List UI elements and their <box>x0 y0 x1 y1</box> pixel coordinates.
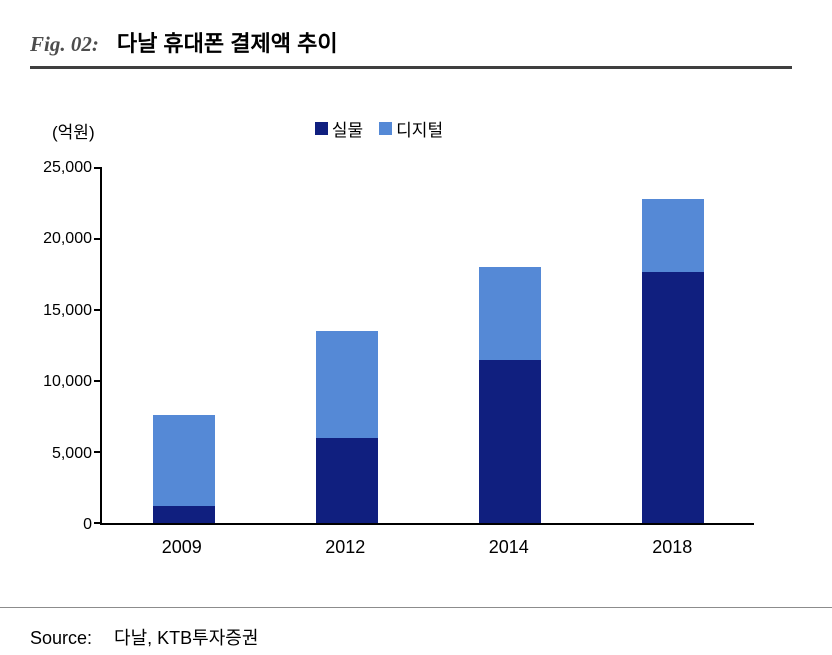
header-divider <box>30 66 792 69</box>
bar-2018 <box>591 168 754 523</box>
y-tick-label: 0 <box>83 516 92 533</box>
x-tick-label: 2012 <box>325 537 366 557</box>
y-tick-mark <box>94 380 102 382</box>
legend-swatch-icon <box>379 122 393 135</box>
bar-segment-실물-2012 <box>315 437 378 523</box>
legend-item-디지털: 디지털 <box>379 116 443 141</box>
y-tick-mark <box>94 309 102 311</box>
y-tick-label: 15,000 <box>43 301 92 319</box>
chart-legend: 실물 디지털 <box>52 116 706 141</box>
y-axis-unit-label: (억원) <box>52 123 95 142</box>
x-tick-label: 2014 <box>488 537 529 557</box>
y-tick-label: 10,000 <box>43 373 92 391</box>
bar-segment-디지털-2012 <box>315 331 378 438</box>
source-text: 다날, KTB투자증권 <box>114 628 259 648</box>
figure-number: Fig. 02: <box>30 32 99 56</box>
bar-segment-디지털-2014 <box>478 267 541 360</box>
y-tick-mark <box>94 167 102 169</box>
y-axis-labels: 0 5,000 10,000 15,000 20,000 25,000 <box>16 160 92 533</box>
y-tick-label: 25,000 <box>43 159 92 176</box>
plot-area <box>94 167 754 525</box>
x-tick-label: 2018 <box>652 537 693 557</box>
y-tick-label: 5,000 <box>51 444 92 462</box>
x-axis-labels: 2009 2012 2014 2018 <box>100 537 754 563</box>
bar-segment-실물-2018 <box>641 271 704 523</box>
bar-segment-디지털-2009 <box>152 415 215 506</box>
bar-segment-실물-2014 <box>478 359 541 523</box>
source-line: Source: 다날, KTB투자증권 <box>30 624 258 650</box>
figure-header: Fig. 02: 다날 휴대폰 결제액 추이 <box>30 26 338 58</box>
bar-segment-실물-2009 <box>152 505 215 523</box>
legend-label: 실물 <box>331 121 364 140</box>
legend-swatch-icon <box>314 122 328 135</box>
legend-label: 디지털 <box>396 121 444 140</box>
footer-divider <box>0 607 832 608</box>
bar-2014 <box>428 168 591 523</box>
bar-2012 <box>265 168 428 523</box>
y-tick-mark <box>94 522 102 524</box>
y-tick-mark <box>94 238 102 240</box>
figure-title: 다날 휴대폰 결제액 추이 <box>116 31 338 56</box>
x-tick-label: 2009 <box>161 537 202 557</box>
y-tick-mark <box>94 451 102 453</box>
legend-item-실물: 실물 <box>314 116 364 141</box>
bar-2009 <box>102 168 265 523</box>
source-label: Source: <box>30 628 93 648</box>
bar-segment-디지털-2018 <box>641 199 704 272</box>
y-tick-label: 20,000 <box>43 230 92 248</box>
